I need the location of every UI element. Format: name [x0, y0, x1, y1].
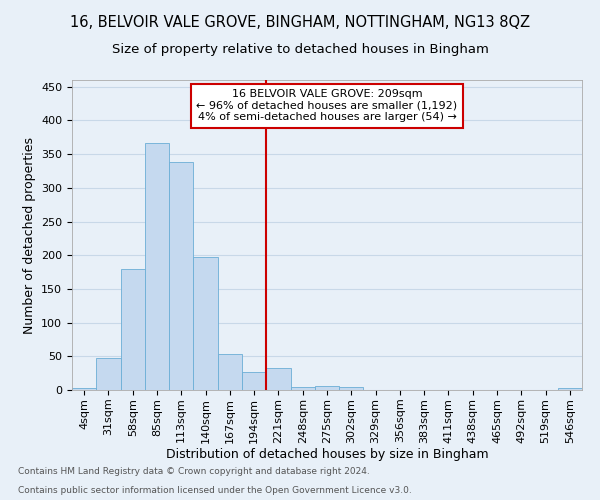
- Text: 16, BELVOIR VALE GROVE, BINGHAM, NOTTINGHAM, NG13 8QZ: 16, BELVOIR VALE GROVE, BINGHAM, NOTTING…: [70, 15, 530, 30]
- Bar: [121, 270, 145, 390]
- Text: Contains HM Land Registry data © Crown copyright and database right 2024.: Contains HM Land Registry data © Crown c…: [18, 467, 370, 476]
- Bar: [242, 372, 266, 390]
- X-axis label: Distribution of detached houses by size in Bingham: Distribution of detached houses by size …: [166, 448, 488, 462]
- Bar: [169, 162, 193, 390]
- Bar: [193, 257, 218, 390]
- Bar: [558, 388, 582, 390]
- Text: Size of property relative to detached houses in Bingham: Size of property relative to detached ho…: [112, 42, 488, 56]
- Bar: [145, 144, 169, 390]
- Bar: [96, 358, 121, 390]
- Text: 16 BELVOIR VALE GROVE: 209sqm
← 96% of detached houses are smaller (1,192)
4% of: 16 BELVOIR VALE GROVE: 209sqm ← 96% of d…: [196, 90, 458, 122]
- Bar: [266, 368, 290, 390]
- Bar: [72, 388, 96, 390]
- Y-axis label: Number of detached properties: Number of detached properties: [23, 136, 35, 334]
- Bar: [339, 388, 364, 390]
- Bar: [218, 354, 242, 390]
- Bar: [315, 386, 339, 390]
- Bar: [290, 388, 315, 390]
- Text: Contains public sector information licensed under the Open Government Licence v3: Contains public sector information licen…: [18, 486, 412, 495]
